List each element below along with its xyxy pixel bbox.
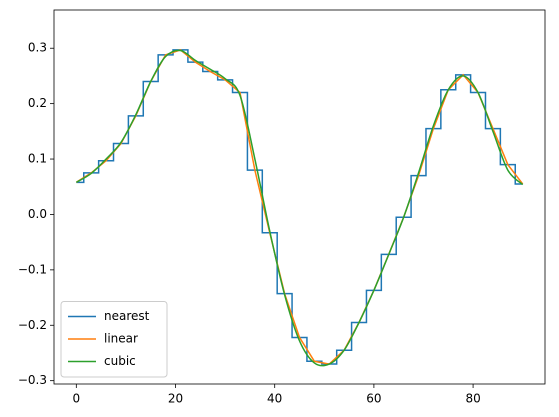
x-tick-label: 40 <box>267 392 282 406</box>
x-tick-label: 80 <box>465 392 480 406</box>
x-tick-label: 0 <box>72 392 80 406</box>
x-tick-label: 60 <box>366 392 381 406</box>
y-tick-label: 0.2 <box>28 96 47 110</box>
y-tick-label: 0.0 <box>28 207 47 221</box>
y-tick-label: 0.3 <box>28 41 47 55</box>
y-tick-label: −0.3 <box>18 373 47 387</box>
y-tick-label: −0.2 <box>18 318 47 332</box>
legend-label: nearest <box>104 309 150 323</box>
legend-label: cubic <box>104 354 136 368</box>
axes-frame <box>53 9 546 385</box>
y-tick-label: 0.1 <box>28 152 47 166</box>
y-tick-label: −0.1 <box>18 262 47 276</box>
legend-box <box>60 301 168 378</box>
line-series <box>75 49 524 367</box>
legend-label: linear <box>104 332 138 346</box>
x-tick-label: 20 <box>168 392 183 406</box>
